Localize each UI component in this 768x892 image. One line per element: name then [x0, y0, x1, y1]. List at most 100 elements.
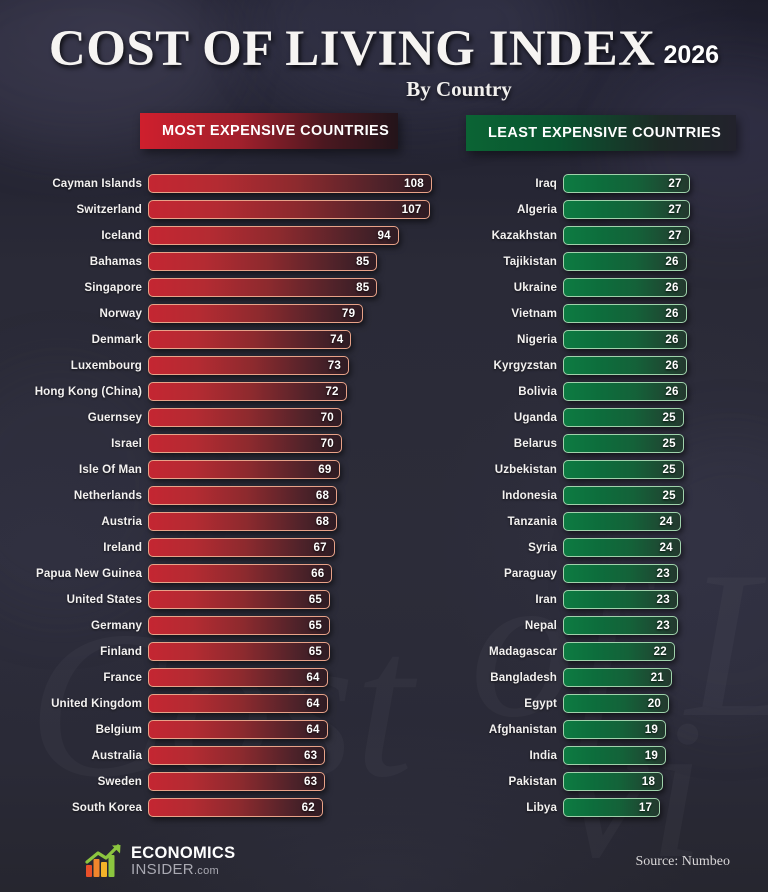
bar-value: 24 — [659, 540, 673, 554]
bar: 108 — [148, 173, 432, 193]
chart-row: Cayman Islands 108 — [0, 170, 440, 196]
chart-row: Isle Of Man 69 — [0, 456, 440, 482]
bar: 63 — [148, 745, 326, 765]
bar-label: Guernsey — [87, 410, 142, 424]
bar-label: Syria — [528, 540, 557, 554]
bar: 23 — [563, 615, 678, 635]
bar-label: Sweden — [97, 774, 142, 788]
bar-label: Finland — [100, 644, 142, 658]
bar-value: 23 — [656, 618, 670, 632]
logo-top-text: ECONOMICS — [131, 843, 236, 862]
bar-label: Nepal — [524, 618, 557, 632]
bar: 64 — [148, 693, 328, 713]
chart-column-least-expensive: Iraq 27 Algeria 27 Kazakhstan 27 Tajikistan 26 U… — [420, 170, 768, 820]
bar-label: Iceland — [101, 228, 142, 242]
bar-value: 19 — [644, 748, 659, 762]
bar: 27 — [563, 199, 690, 219]
bar-label: Belgium — [95, 722, 142, 736]
bar-value: 65 — [308, 618, 323, 632]
bar-value: 23 — [656, 566, 670, 580]
bar-value: 64 — [306, 722, 320, 736]
bar-value: 69 — [318, 462, 332, 476]
bar-label: Nigeria — [516, 332, 557, 346]
bar-value: 26 — [665, 254, 679, 268]
page-title: COST OF LIVING INDEX — [48, 21, 656, 77]
chart-row: Nepal 23 — [420, 612, 768, 638]
bar-label: Ukraine — [513, 280, 557, 294]
bar-value: 66 — [311, 566, 325, 580]
chart-row: Paraguay 23 — [420, 560, 768, 586]
bar: 64 — [148, 719, 328, 739]
chart-row: Indonesia 25 — [420, 482, 768, 508]
economics-insider-logo[interactable]: ECONOMICS INSIDER.com — [85, 844, 235, 878]
bar-value: 67 — [313, 540, 327, 554]
bar-label: Algeria — [516, 202, 557, 216]
bar-value: 62 — [301, 800, 315, 814]
bar-label: Tajikistan — [503, 254, 557, 268]
bar-value: 25 — [662, 488, 676, 502]
chart-row: Uzbekistan 25 — [420, 456, 768, 482]
bar-value: 26 — [665, 384, 679, 398]
chart-row: United States 65 — [0, 586, 440, 612]
bar-value: 64 — [306, 696, 320, 710]
bar-value: 26 — [665, 280, 679, 294]
bar-value: 22 — [653, 644, 667, 658]
bar: 107 — [148, 199, 430, 219]
bar: 63 — [148, 771, 326, 791]
bar: 26 — [563, 381, 687, 401]
bar-label: Egypt — [524, 696, 557, 710]
bar: 79 — [148, 303, 364, 323]
bar-label: Hong Kong (China) — [34, 384, 142, 398]
bar-value: 108 — [404, 176, 424, 190]
chart-row: Syria 24 — [420, 534, 768, 560]
bar-value: 68 — [315, 488, 330, 502]
bar-value: 64 — [306, 670, 320, 684]
bar: 27 — [563, 173, 690, 193]
section-banner-most-expensive: MOST EXPENSIVE COUNTRIES — [140, 113, 398, 149]
chart-row: Vietnam 26 — [420, 300, 768, 326]
title-year: 2026 — [663, 41, 720, 69]
bar-value: 63 — [304, 774, 318, 788]
chart-row: Papua New Guinea 66 — [0, 560, 440, 586]
bar-value: 27 — [668, 228, 682, 242]
chart-row: Madagascar 22 — [420, 638, 768, 664]
bar-value: 26 — [665, 332, 679, 346]
section-banner-label: MOST EXPENSIVE COUNTRIES — [162, 123, 390, 139]
bar-label: Singapore — [84, 280, 142, 294]
bar: 65 — [148, 589, 331, 609]
bar-value: 23 — [656, 592, 670, 606]
bar: 74 — [148, 329, 352, 349]
bar-value: 20 — [647, 696, 661, 710]
chart-row: Iceland 94 — [0, 222, 440, 248]
bar: 19 — [563, 719, 667, 739]
chart-row: United Kingdom 64 — [0, 690, 440, 716]
bar-label: Denmark — [91, 332, 142, 346]
chart-row: Egypt 20 — [420, 690, 768, 716]
bar-value: 25 — [662, 410, 676, 424]
chart-row: Ukraine 26 — [420, 274, 768, 300]
bar: 26 — [563, 303, 687, 323]
chart-row: Uganda 25 — [420, 404, 768, 430]
bar-label: Bahamas — [89, 254, 142, 268]
bar: 65 — [148, 641, 331, 661]
bar-value: 70 — [320, 410, 334, 424]
bar-value: 25 — [662, 436, 676, 450]
bar-value: 79 — [341, 306, 356, 320]
bar-chart-arrow-icon — [85, 844, 121, 877]
bar-label: Madagascar — [488, 644, 557, 658]
bar-label: South Korea — [71, 800, 142, 814]
bar: 68 — [148, 511, 338, 531]
bar-value: 24 — [659, 514, 673, 528]
bar-value: 27 — [668, 176, 682, 190]
bar-label: Uzbekistan — [494, 462, 557, 476]
title-row: COST OF LIVING INDEX 2026 — [0, 24, 768, 75]
chart-row: Luxembourg 73 — [0, 352, 440, 378]
bar-value: 63 — [304, 748, 318, 762]
bar: 24 — [563, 537, 681, 557]
bar: 21 — [563, 667, 672, 687]
bar: 17 — [563, 797, 661, 817]
section-banner-label: LEAST EXPENSIVE COUNTRIES — [488, 125, 722, 141]
poster-footer: ECONOMICS INSIDER.com Source: Numbeo — [0, 838, 768, 892]
chart-row: Austria 68 — [0, 508, 440, 534]
